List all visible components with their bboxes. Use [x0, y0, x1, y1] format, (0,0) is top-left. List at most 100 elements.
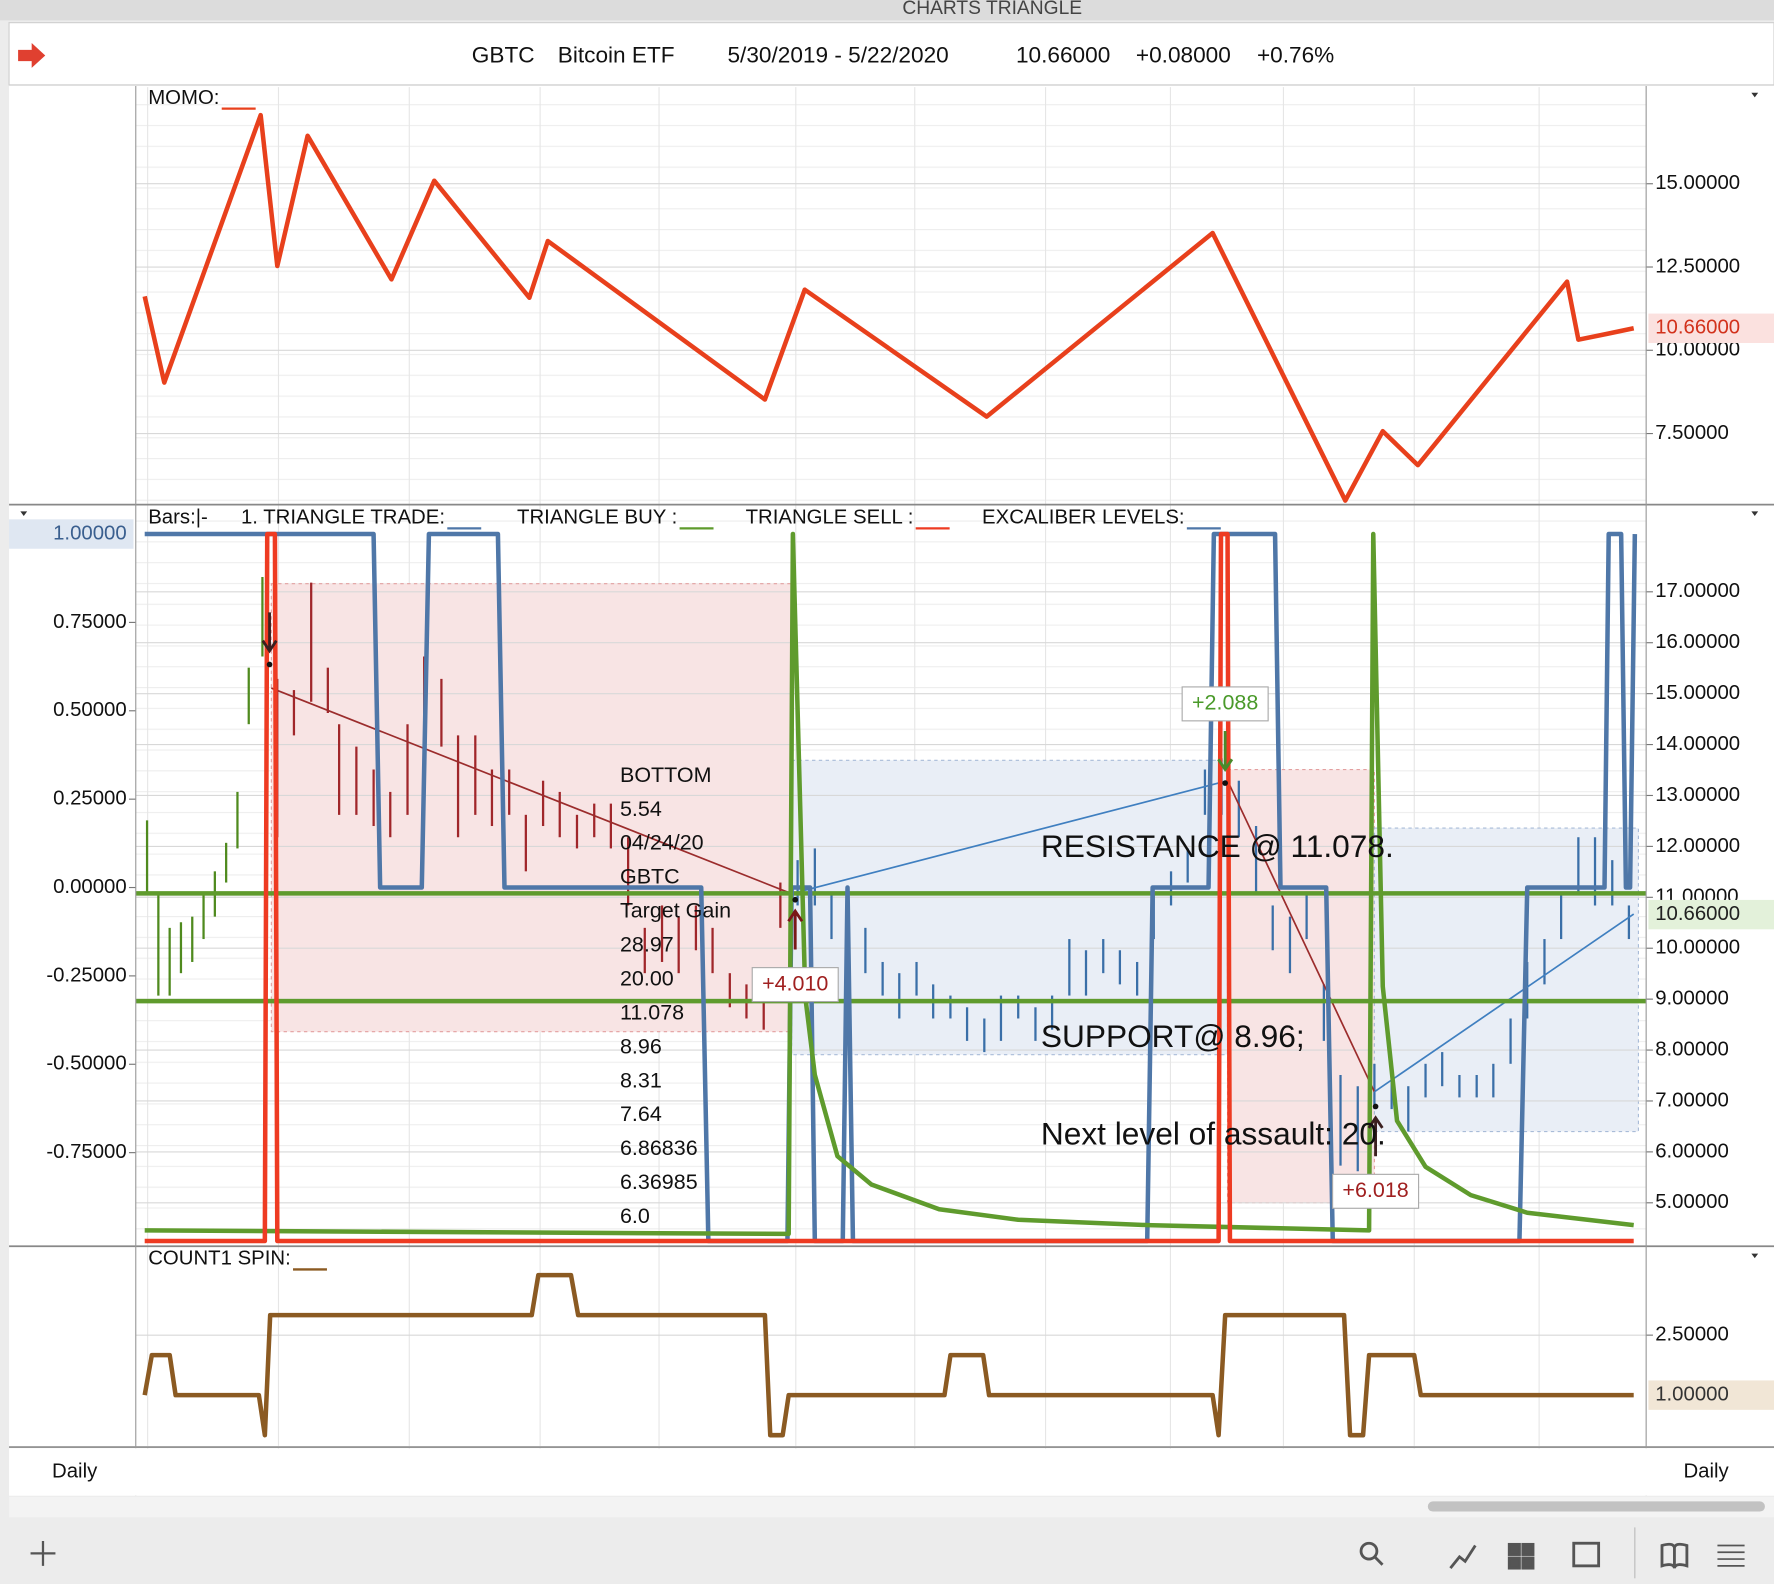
series-line	[142, 112, 1635, 503]
period-right[interactable]: Daily	[1683, 1460, 1729, 1482]
panel-icon[interactable]	[1572, 1541, 1601, 1568]
book-icon[interactable]	[1660, 1542, 1689, 1569]
annotation-line: 11.078	[620, 1000, 684, 1024]
note: SUPPORT@ 8.96;	[1041, 1018, 1305, 1054]
trade-point	[792, 896, 799, 903]
y-tick-label: 9.00000	[1655, 988, 1729, 1010]
trade-label: +4.010	[762, 971, 828, 995]
y-tick-label: 0.50000	[53, 699, 127, 721]
note: Next level of assault: 20.	[1041, 1115, 1386, 1151]
annotation-line: GBTC	[620, 865, 680, 889]
trade-zone	[270, 583, 793, 1033]
title-bar	[0, 0, 1774, 21]
annotation-line: 20.00	[620, 966, 674, 990]
trade-label: +6.018	[1342, 1178, 1408, 1202]
trade-label-box	[751, 967, 839, 1003]
y-tick-label: 0.25000	[53, 788, 127, 810]
time-axis-bar	[9, 1448, 1774, 1496]
menu-icon[interactable]	[1717, 1544, 1745, 1567]
value-tag	[9, 519, 134, 549]
legend-label: COUNT1 SPIN:	[148, 1248, 291, 1270]
y-tick-label: 17.00000	[1655, 580, 1740, 602]
grid-icon	[1507, 1556, 1521, 1570]
trade-arrow	[1217, 731, 1234, 773]
scrollbar	[9, 1496, 1774, 1518]
annotation-line: 6.86836	[620, 1136, 698, 1160]
trade-arrow	[787, 908, 804, 950]
change-pct: +0.76%	[1257, 43, 1334, 68]
y-tick-label: 10.00000	[1655, 937, 1740, 959]
trend-line	[1226, 780, 1376, 1093]
y-tick-label: 15.00000	[1655, 172, 1740, 194]
trend-line	[791, 779, 1228, 895]
note: RESISTANCE @ 11.078.	[1041, 828, 1394, 864]
y-tick-label: 0.75000	[53, 611, 127, 633]
y-tick-label: 7.00000	[1655, 1089, 1729, 1111]
legend-label: MOMO:	[148, 87, 219, 109]
trend-line	[270, 687, 792, 895]
change: +0.08000	[1136, 43, 1231, 68]
legend-label: EXCALIBER LEVELS:	[982, 507, 1185, 529]
scroll-thumb[interactable]	[1427, 1501, 1765, 1512]
indicator-line	[144, 531, 1634, 1244]
annotation-line: 28.97	[620, 933, 674, 957]
trade-point	[1222, 780, 1228, 786]
value-tag-label: 10.66000	[1655, 903, 1740, 925]
add-button[interactable]	[30, 1540, 56, 1566]
trade-point	[1372, 1103, 1379, 1110]
annotation-line: 8.96	[620, 1034, 662, 1058]
annotation-line: Target Gain	[620, 899, 731, 923]
y-tick-label: -0.75000	[46, 1141, 126, 1163]
window-title: CHARTS TRIANGLE	[902, 0, 1082, 19]
legend-label: TRIANGLE BUY :	[517, 507, 677, 529]
toolbar	[0, 1519, 1774, 1584]
y-tick-label: 10.00000	[1655, 339, 1740, 361]
y-tick-label: 12.50000	[1655, 255, 1740, 277]
header-bar	[8, 22, 1774, 86]
value-tag	[1648, 313, 1774, 344]
trade-point	[266, 661, 273, 668]
legend-label: Bars:|-	[148, 507, 208, 529]
y-tick-label: 15.00000	[1655, 682, 1740, 704]
search-icon-handle	[1373, 1555, 1384, 1566]
y-tick-label: 8.00000	[1655, 1038, 1729, 1060]
line-chart-icon[interactable]	[1449, 1544, 1477, 1570]
grid-icon	[1521, 1542, 1535, 1556]
legend-label: TRIANGLE SELL :	[746, 507, 914, 529]
trade-label: +2.088	[1192, 691, 1258, 715]
legend-label: 1. TRIANGLE TRADE:	[241, 507, 445, 529]
value-tag-label: 10.66000	[1655, 317, 1740, 339]
value-tag-label: 1.00000	[1655, 1384, 1729, 1406]
security-name: Bitcoin ETF	[558, 43, 675, 68]
plot-layer: JunJulAugSepOctNovDecJanFebMarAprMay1920…	[9, 87, 1774, 1494]
trade-zone	[1373, 827, 1639, 1133]
trade-label-box	[1332, 1173, 1420, 1209]
y-tick-label: 0.00000	[53, 876, 127, 898]
y-tick-label: -0.50000	[46, 1053, 126, 1075]
arrow-icon[interactable]	[18, 43, 46, 68]
series-line	[142, 1272, 1634, 1438]
y-tick-label: 2.50000	[1655, 1324, 1729, 1346]
annotation-line: 04/24/20	[620, 831, 704, 855]
grid-icon[interactable]	[1507, 1542, 1521, 1556]
y-tick-label: 14.00000	[1655, 733, 1740, 755]
annotation-line: 6.36985	[620, 1170, 698, 1194]
trade-label-box	[1181, 686, 1269, 722]
period-left[interactable]: Daily	[52, 1460, 98, 1482]
y-tick-label: 12.00000	[1655, 835, 1740, 857]
value-tag	[1648, 1380, 1774, 1410]
grid-icon	[1521, 1556, 1535, 1570]
last-price: 10.66000	[1016, 43, 1110, 68]
annotation-line: 7.64	[620, 1102, 662, 1126]
annotation-line: 5.54	[620, 797, 662, 821]
trade-zone	[1226, 768, 1375, 1204]
panel-grid	[135, 87, 1647, 504]
value-tag-label: 1.00000	[53, 522, 127, 544]
annotation-line: 8.31	[620, 1068, 662, 1092]
trade-arrow	[1367, 1115, 1384, 1157]
y-tick-label: 5.00000	[1655, 1191, 1729, 1213]
trade-arrow	[261, 612, 278, 654]
search-icon[interactable]	[1359, 1541, 1379, 1561]
